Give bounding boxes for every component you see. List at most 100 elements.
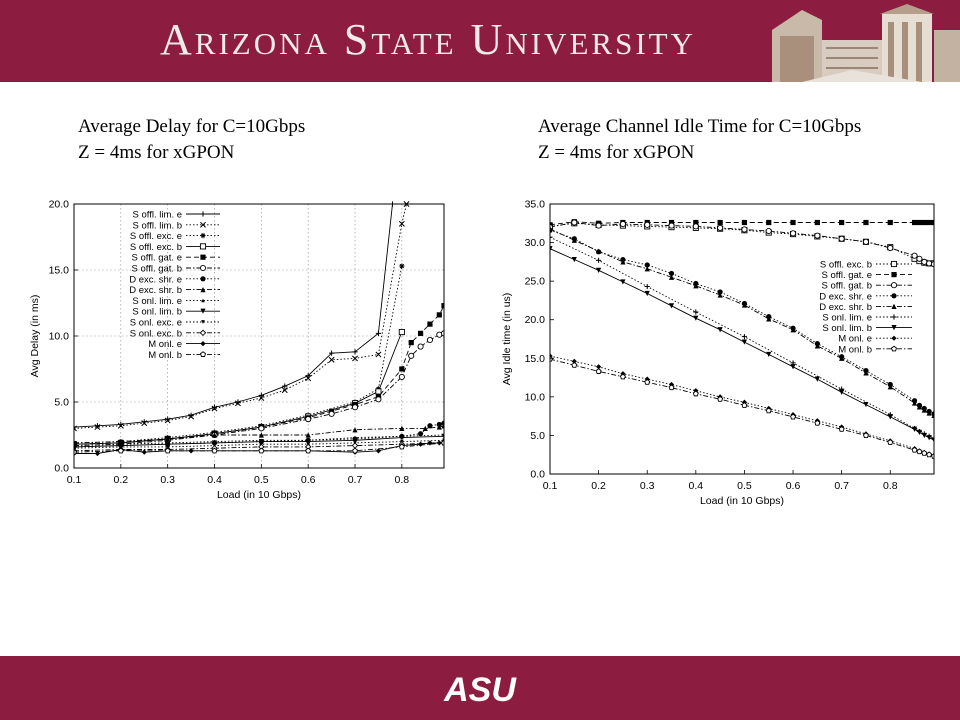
idle-point-m-onl-b	[619, 373, 626, 380]
idle-point-d-exc-shr-b	[790, 327, 796, 333]
delay-legend-label-s-offl-exc-e: S offl. exc. e	[130, 231, 182, 242]
delay-point-s-offl-lim-e	[282, 383, 288, 389]
delay-point-s-onl-lim-b	[352, 437, 358, 443]
idle-point-s-offl-gat-b	[668, 222, 675, 229]
delay-point-m-onl-e	[427, 440, 433, 446]
idle-point-s-onl-lim-b	[839, 389, 845, 395]
idle-point-s-offl-gat-b	[595, 222, 602, 229]
idle-point-s-onl-lim-b	[926, 435, 932, 441]
idle-point-m-onl-b	[862, 432, 869, 438]
idle-point-s-onl-lim-b	[693, 315, 699, 321]
delay-legend-label-s-offl-lim-b: S offl. lim. b	[133, 220, 182, 231]
delay-point-s-onl-lim-b	[165, 441, 171, 447]
idle-point-s-offl-gat-b	[911, 252, 918, 259]
delay-legend-marker-s-onl-lim-b	[200, 308, 206, 314]
idle-point-s-offl-gat-e	[931, 219, 934, 226]
idle-point-d-exc-shr-b	[814, 343, 820, 349]
idle-point-d-exc-shr-b	[863, 370, 869, 376]
left-caption-line1: Average Delay for C=10Gbps	[78, 116, 306, 137]
delay-point-s-offl-gat-e	[408, 340, 414, 346]
delay-x-tick-label: 0.6	[301, 474, 316, 486]
idle-point-d-exc-shr-b	[839, 355, 845, 361]
idle-x-tick-label: 0.1	[543, 480, 558, 492]
idle-point-s-offl-gat-b	[862, 238, 869, 245]
header-banner: Arizona State University	[0, 0, 960, 82]
delay-legend-label-s-onl-lim-b: S onl. lim. b	[132, 307, 182, 318]
idle-point-m-onl-b	[668, 384, 675, 391]
delay-legend-label-s-onl-exc-e: S onl. exc. e	[130, 318, 182, 329]
idle-point-d-exc-shr-b	[668, 274, 675, 280]
idle-point-m-onl-b	[571, 362, 578, 368]
delay-y-tick-label: 10.0	[49, 331, 70, 343]
delay-legend-label-s-offl-gat-b: S offl. gat. b	[131, 264, 182, 275]
idle-legend-label-s-offl-gat-b: S offl. gat. b	[821, 281, 872, 292]
idle-point-d-exc-shr-e	[668, 270, 675, 277]
idle-point-s-offl-gat-b	[789, 230, 797, 237]
idle-point-s-onl-lim-e	[741, 334, 748, 340]
delay-point-m-onl-e	[141, 449, 147, 455]
delay-point-s-offl-lim-b	[94, 424, 101, 431]
delay-legend-label-s-onl-exc-b: S onl. exc. b	[130, 328, 182, 339]
delay-point-m-onl-b	[117, 447, 124, 454]
delay-point-d-exc-shr-e	[441, 420, 444, 426]
idle-point-s-onl-lim-e	[693, 309, 699, 315]
idle-point-s-onl-lim-b	[596, 267, 602, 273]
idle-point-s-offl-gat-e	[717, 219, 723, 226]
delay-legend-marker-s-offl-exc-e	[200, 233, 206, 239]
idle-series-line-d-exc-shr-b	[550, 228, 934, 416]
idle-x-tick-label: 0.2	[591, 480, 606, 492]
delay-point-s-offl-lim-b	[305, 375, 312, 382]
idle-point-d-exc-shr-b	[766, 316, 772, 322]
delay-point-d-exc-shr-b	[441, 423, 444, 429]
idle-point-m-onl-b	[595, 368, 602, 374]
idle-point-d-exc-shr-b	[926, 410, 932, 416]
left-caption-line2: Z = 4ms for xGPON	[78, 142, 235, 163]
idle-point-s-offl-gat-e	[863, 219, 869, 226]
idle-point-m-onl-b	[921, 450, 928, 456]
campus-building-image	[762, 0, 960, 82]
delay-series-line-s-onl-exc-b	[74, 442, 444, 452]
idle-point-d-exc-shr-b	[717, 292, 723, 298]
delay-point-d-exc-shr-e	[436, 421, 442, 428]
idle-point-s-offl-gat-b	[921, 258, 928, 265]
idle-point-s-offl-gat-b	[814, 232, 821, 239]
delay-legend-label-d-exc-shr-e: D exc. shr. e	[129, 274, 182, 285]
delay-point-s-offl-lim-e	[352, 349, 358, 355]
delay-point-s-onl-exc-b	[351, 442, 359, 449]
delay-point-s-offl-gat-b	[375, 396, 382, 403]
delay-point-s-offl-lim-b	[211, 405, 218, 412]
delay-x-tick-label: 0.1	[67, 474, 82, 486]
idle-point-s-offl-gat-e	[693, 219, 699, 226]
delay-point-s-offl-lim-b	[164, 417, 171, 424]
delay-point-m-onl-b	[305, 447, 312, 454]
idle-legend-label-s-onl-lim-e: S onl. lim. e	[822, 313, 872, 324]
delay-point-d-exc-shr-b	[305, 432, 311, 438]
delay-point-s-offl-gat-e	[417, 330, 424, 336]
delay-point-m-onl-b	[258, 447, 265, 454]
delay-legend-marker-d-exc-shr-b	[200, 287, 206, 293]
idle-legend-marker-m-onl-e	[891, 335, 897, 341]
right-chart-caption: Average Channel Idle Time for C=10Gbps Z…	[538, 114, 861, 166]
delay-plot-area	[74, 201, 444, 457]
delay-point-d-exc-shr-e	[427, 423, 433, 429]
idle-x-tick-label: 0.6	[786, 480, 801, 492]
idle-point-m-onl-b	[790, 413, 797, 420]
idle-point-s-offl-gat-e	[921, 219, 927, 226]
delay-legend-marker-s-offl-gat-b	[199, 264, 207, 272]
idle-legend-label-m-onl-b: M onl. b	[838, 344, 872, 355]
idle-point-s-onl-lim-b	[911, 426, 918, 432]
delay-point-s-offl-lim-e	[258, 392, 264, 398]
idle-point-d-exc-shr-e	[717, 289, 723, 295]
idle-legend-label-d-exc-shr-b: D exc. shr. b	[819, 302, 872, 313]
delay-point-s-offl-gat-b	[417, 343, 424, 350]
delay-point-s-offl-gat-b	[398, 373, 405, 380]
delay-point-s-offl-gat-b	[258, 425, 265, 432]
delay-point-s-onl-lim-b	[441, 433, 444, 439]
idle-point-s-offl-gat-b	[741, 226, 748, 233]
delay-legend-label-s-onl-lim-e: S onl. lim. e	[132, 296, 182, 307]
idle-y-tick-label: 15.0	[525, 353, 546, 365]
idle-x-tick-label: 0.8	[883, 480, 898, 492]
delay-legend-label-s-offl-gat-e: S offl. gat. e	[131, 253, 182, 264]
idle-series-line-s-onl-lim-b	[550, 248, 934, 441]
idle-point-s-offl-gat-b	[926, 260, 933, 267]
